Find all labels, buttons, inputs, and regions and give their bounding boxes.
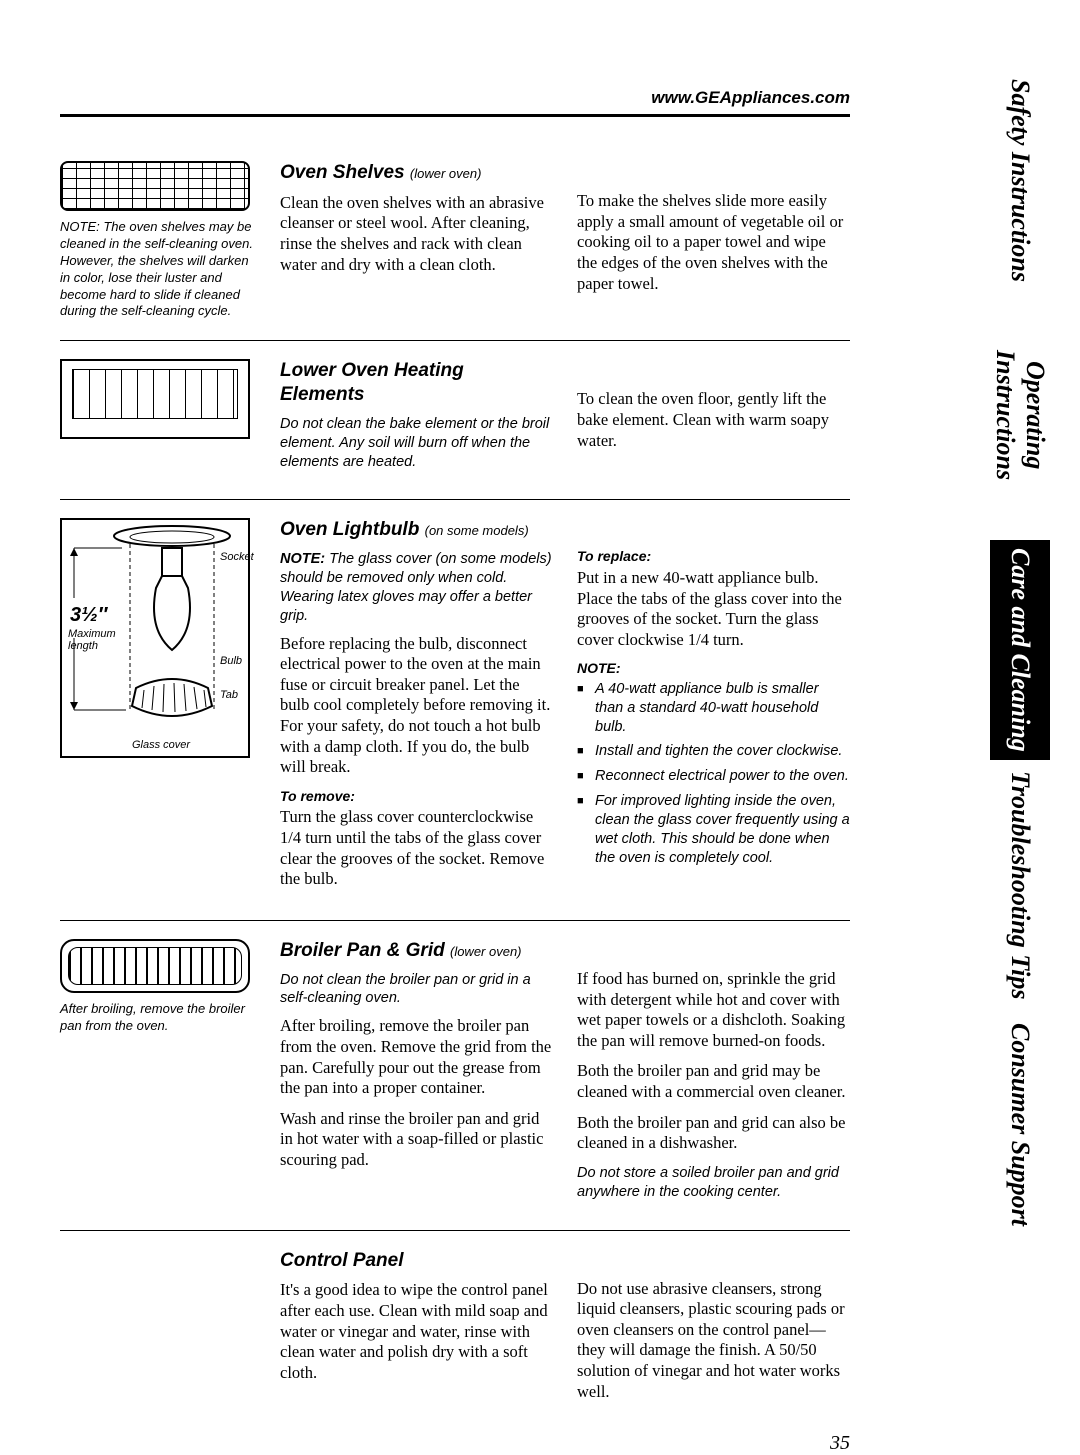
note-prefix: NOTE: xyxy=(280,551,325,567)
shelves-title: Oven Shelves (lower oven) xyxy=(280,161,553,185)
shelf-grid-icon xyxy=(60,161,250,211)
section-oven-shelves: NOTE: The oven shelves may be cleaned in… xyxy=(60,161,850,320)
shelves-side-note: NOTE: The oven shelves may be cleaned in… xyxy=(60,219,260,320)
bullet-0: A 40-watt appliance bulb is smaller than… xyxy=(577,680,850,737)
bulb-socket-label: Socket xyxy=(220,550,254,564)
heating-col2: To clean the oven floor, gently lift the… xyxy=(577,359,850,479)
website-url: www.GEAppliances.com xyxy=(60,88,850,114)
heating-col1: Lower Oven Heating Elements Do not clean… xyxy=(280,359,553,479)
section-broiler: After broiling, remove the broiler pan f… xyxy=(60,939,850,1210)
tab-safety-instructions[interactable]: Safety Instructions xyxy=(990,70,1050,290)
broiler-body: Broiler Pan & Grid (lower oven) Do not c… xyxy=(280,939,850,1210)
lightbulb-title: Oven Lightbulb (on some models) xyxy=(280,518,553,542)
lightbulb-title-text: Oven Lightbulb xyxy=(280,519,419,540)
page-number: 35 xyxy=(60,1432,850,1455)
heating-warn: Do not clean the bake element or the bro… xyxy=(280,415,553,472)
lightbulb-note: NOTE: The glass cover (on some models) s… xyxy=(280,550,553,625)
broiler-c2p2: Both the broiler pan and grid may be cle… xyxy=(577,1061,850,1102)
controlpanel-sidebar xyxy=(60,1249,260,1413)
section-lightbulb: 3½″ Maximum length Socket Bulb Tab Glass… xyxy=(60,518,850,900)
lightbulb-subtitle: (on some models) xyxy=(425,523,529,538)
tab-operating-instructions[interactable]: Operating Instructions xyxy=(990,290,1050,540)
broiler-c2warn: Do not store a soiled broiler pan and gr… xyxy=(577,1164,850,1202)
bullet-1: Install and tighten the cover clockwise. xyxy=(577,742,850,761)
broiler-warn: Do not clean the broiler pan or grid in … xyxy=(280,971,553,1009)
side-tabs: Safety Instructions Operating Instructio… xyxy=(990,70,1050,1240)
bullet-2: Reconnect electrical power to the oven. xyxy=(577,767,850,786)
heating-body: Lower Oven Heating Elements Do not clean… xyxy=(280,359,850,479)
broiler-p2: Wash and rinse the broiler pan and grid … xyxy=(280,1109,553,1171)
shelves-p2: To make the shelves slide more easily ap… xyxy=(577,191,850,294)
broiler-c2p3: Both the broiler pan and grid can also b… xyxy=(577,1113,850,1154)
heating-title: Lower Oven Heating Elements xyxy=(280,359,553,407)
separator xyxy=(60,920,850,921)
shelves-col2: To make the shelves slide more easily ap… xyxy=(577,161,850,320)
bulb-tab-label: Tab xyxy=(220,688,238,702)
separator xyxy=(60,1230,850,1231)
broiler-title: Broiler Pan & Grid (lower oven) xyxy=(280,939,553,963)
bulb-measurement: 3½″ xyxy=(70,602,107,628)
shelves-p1: Clean the oven shelves with an abrasive … xyxy=(280,193,553,276)
controlpanel-title: Control Panel xyxy=(280,1249,553,1273)
broiler-c2p1: If food has burned on, sprinkle the grid… xyxy=(577,969,850,1052)
shelves-subtitle: (lower oven) xyxy=(410,166,482,181)
to-replace-heading: To replace: xyxy=(577,548,850,566)
controlpanel-col1: Control Panel It's a good idea to wipe t… xyxy=(280,1249,553,1413)
broiler-title-text: Broiler Pan & Grid xyxy=(280,940,445,961)
broiler-p1: After broiling, remove the broiler pan f… xyxy=(280,1016,553,1099)
broiler-grid-icon xyxy=(68,947,242,985)
heating-p2: To clean the oven floor, gently lift the… xyxy=(577,389,850,451)
tab-care-and-cleaning[interactable]: Care and Cleaning xyxy=(990,540,1050,760)
controlpanel-body: Control Panel It's a good idea to wipe t… xyxy=(280,1249,850,1413)
bulb-glasscover-label: Glass cover xyxy=(132,738,190,752)
page-content: www.GEAppliances.com NOTE: The oven shel… xyxy=(60,88,850,1455)
section-control-panel: Control Panel It's a good idea to wipe t… xyxy=(60,1249,850,1413)
lightbulb-toreplace: Put in a new 40-watt appliance bulb. Pla… xyxy=(577,568,850,651)
shelves-body: Oven Shelves (lower oven) Clean the oven… xyxy=(280,161,850,320)
bulb-maxlength-label: Maximum length xyxy=(68,628,116,652)
controlpanel-col2: Do not use abrasive cleansers, strong li… xyxy=(577,1249,850,1413)
broiler-pan-icon xyxy=(60,939,250,993)
lightbulb-p1: Before replacing the bulb, disconnect el… xyxy=(280,634,553,778)
shelves-title-text: Oven Shelves xyxy=(280,162,405,183)
to-remove-heading: To remove: xyxy=(280,788,553,806)
controlpanel-p1: It's a good idea to wipe the control pan… xyxy=(280,1280,553,1383)
shelves-sidebar: NOTE: The oven shelves may be cleaned in… xyxy=(60,161,260,320)
broiler-col1: Broiler Pan & Grid (lower oven) Do not c… xyxy=(280,939,553,1210)
broiler-subtitle: (lower oven) xyxy=(450,944,522,959)
lightbulb-col2: To replace: Put in a new 40-watt applian… xyxy=(577,518,850,900)
cleaning-hand-icon xyxy=(60,359,250,439)
lightbulb-sidebar: 3½″ Maximum length Socket Bulb Tab Glass… xyxy=(60,518,260,900)
lightbulb-diagram: 3½″ Maximum length Socket Bulb Tab Glass… xyxy=(60,518,250,758)
lightbulb-bullets: A 40-watt appliance bulb is smaller than… xyxy=(577,680,850,868)
controlpanel-p2: Do not use abrasive cleansers, strong li… xyxy=(577,1279,850,1403)
heating-sidebar xyxy=(60,359,260,479)
tab-troubleshooting-tips[interactable]: Troubleshooting Tips xyxy=(990,760,1050,1010)
tab-consumer-support[interactable]: Consumer Support xyxy=(990,1010,1050,1240)
note2-heading: NOTE: xyxy=(577,660,850,678)
broiler-sidebar: After broiling, remove the broiler pan f… xyxy=(60,939,260,1210)
broiler-side-note: After broiling, remove the broiler pan f… xyxy=(60,1001,260,1035)
header-rule xyxy=(60,114,850,117)
separator xyxy=(60,499,850,500)
lightbulb-body: Oven Lightbulb (on some models) NOTE: Th… xyxy=(280,518,850,900)
lightbulb-col1: Oven Lightbulb (on some models) NOTE: Th… xyxy=(280,518,553,900)
broiler-col2: If food has burned on, sprinkle the grid… xyxy=(577,939,850,1210)
bulb-bulb-label: Bulb xyxy=(220,654,242,668)
section-heating: Lower Oven Heating Elements Do not clean… xyxy=(60,359,850,479)
lightbulb-toremove: Turn the glass cover counterclockwise 1/… xyxy=(280,807,553,890)
shelves-col1: Oven Shelves (lower oven) Clean the oven… xyxy=(280,161,553,320)
separator xyxy=(60,340,850,341)
bullet-3: For improved lighting inside the oven, c… xyxy=(577,792,850,867)
